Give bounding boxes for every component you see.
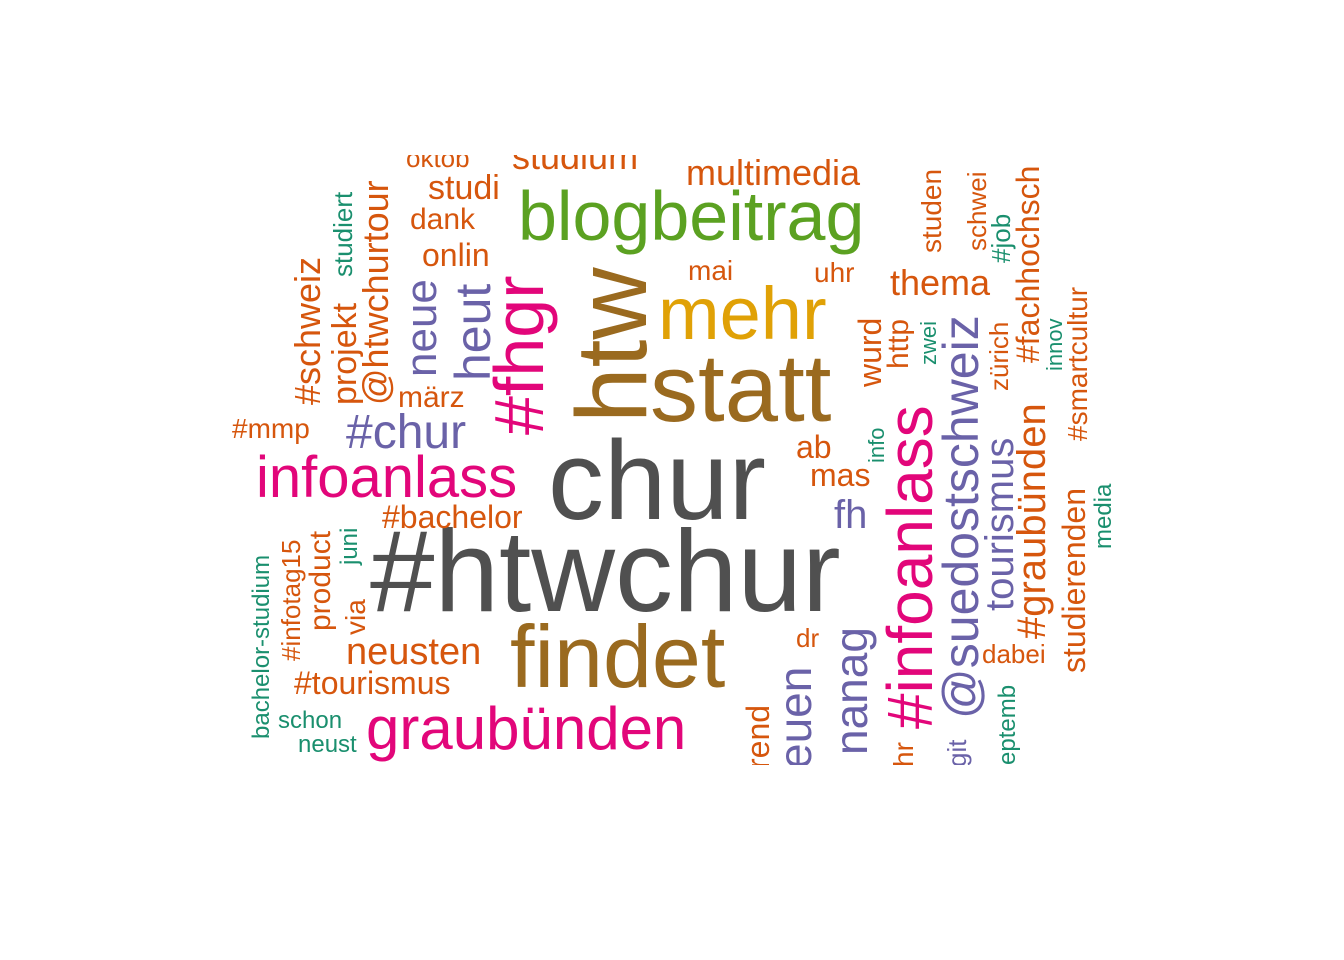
word-statt: statt bbox=[650, 335, 832, 442]
word-info: info bbox=[864, 427, 889, 463]
word-fh: fh bbox=[834, 493, 868, 537]
word-digit: git bbox=[942, 739, 972, 765]
word-multimedia: multimedia bbox=[686, 155, 861, 193]
word-zuerich: zürich bbox=[984, 321, 1014, 391]
word-product: product bbox=[304, 530, 337, 631]
word-projekt: projekt bbox=[326, 302, 364, 405]
word-htwchur-tag: #htwchur bbox=[370, 506, 841, 636]
word-blogbeitrag: blogbeitrag bbox=[518, 177, 865, 255]
word-graubuenden-tag: #graubünden bbox=[1010, 403, 1054, 639]
word-graubuenden: graubünden bbox=[366, 695, 687, 762]
word-neusten: neusten bbox=[346, 631, 482, 673]
word-ab: ab bbox=[796, 429, 832, 465]
word-mmp-tag: #mmp bbox=[232, 413, 310, 444]
word-uhr: uhr bbox=[814, 257, 855, 288]
word-studium: studium bbox=[512, 155, 639, 177]
word-dr: dr bbox=[796, 623, 820, 653]
word-studi: studi bbox=[428, 169, 500, 207]
word-septemb: eptemb bbox=[994, 684, 1021, 765]
word-chur: chur bbox=[548, 418, 766, 543]
word-fachhochsch-tag: #fachhochsch bbox=[1010, 165, 1046, 363]
word-htw: htw bbox=[556, 267, 668, 423]
word-manag: nanag bbox=[825, 627, 877, 755]
word-studiert: studiert bbox=[328, 191, 358, 277]
word-jahr: hr bbox=[888, 742, 919, 765]
word-infotag15-tag: #infotag15 bbox=[276, 539, 306, 661]
word-mehr: mehr bbox=[658, 272, 827, 355]
word-trend: rend bbox=[740, 704, 776, 765]
word-infoanlass: infoanlass bbox=[256, 445, 518, 510]
word-mai: mai bbox=[688, 255, 734, 286]
word-schweiz-tag: #schweiz bbox=[287, 256, 328, 405]
word-mas: mas bbox=[810, 457, 871, 493]
word-schon: schon bbox=[278, 707, 343, 734]
word-findet: findet bbox=[510, 607, 726, 706]
word-maerz: märz bbox=[398, 381, 465, 414]
word-media: media bbox=[1090, 483, 1117, 549]
word-oktob: oktob bbox=[406, 155, 470, 173]
word-bachelor-studium: bachelor-studium bbox=[248, 554, 275, 739]
word-heut: heut bbox=[445, 283, 501, 381]
word-neue: neue bbox=[397, 279, 446, 377]
word-thema: thema bbox=[890, 262, 991, 303]
word-neust: neust bbox=[298, 731, 357, 758]
word-tourismus-tag: #tourismus bbox=[294, 665, 451, 701]
word-smartcultur-tag: #smartcultur bbox=[1062, 286, 1093, 441]
word-via: via bbox=[340, 599, 371, 635]
word-dank: dank bbox=[410, 203, 476, 236]
word-neuen: euen bbox=[769, 666, 821, 765]
word-juni: juni bbox=[336, 527, 363, 565]
word-bachelor-tag: #bachelor bbox=[382, 499, 523, 535]
word-cloud: #htwchur chur statt findet mehr blogbeit… bbox=[230, 155, 1120, 765]
word-studierenden: studierenden bbox=[1056, 487, 1092, 673]
word-onlin: onlin bbox=[422, 237, 490, 273]
word-studen: studen bbox=[916, 168, 947, 253]
word-dabei: dabei bbox=[982, 639, 1046, 669]
word-chur-tag: #chur bbox=[346, 406, 467, 459]
word-zwei: zwei bbox=[916, 320, 941, 365]
word-http: http bbox=[882, 318, 915, 369]
